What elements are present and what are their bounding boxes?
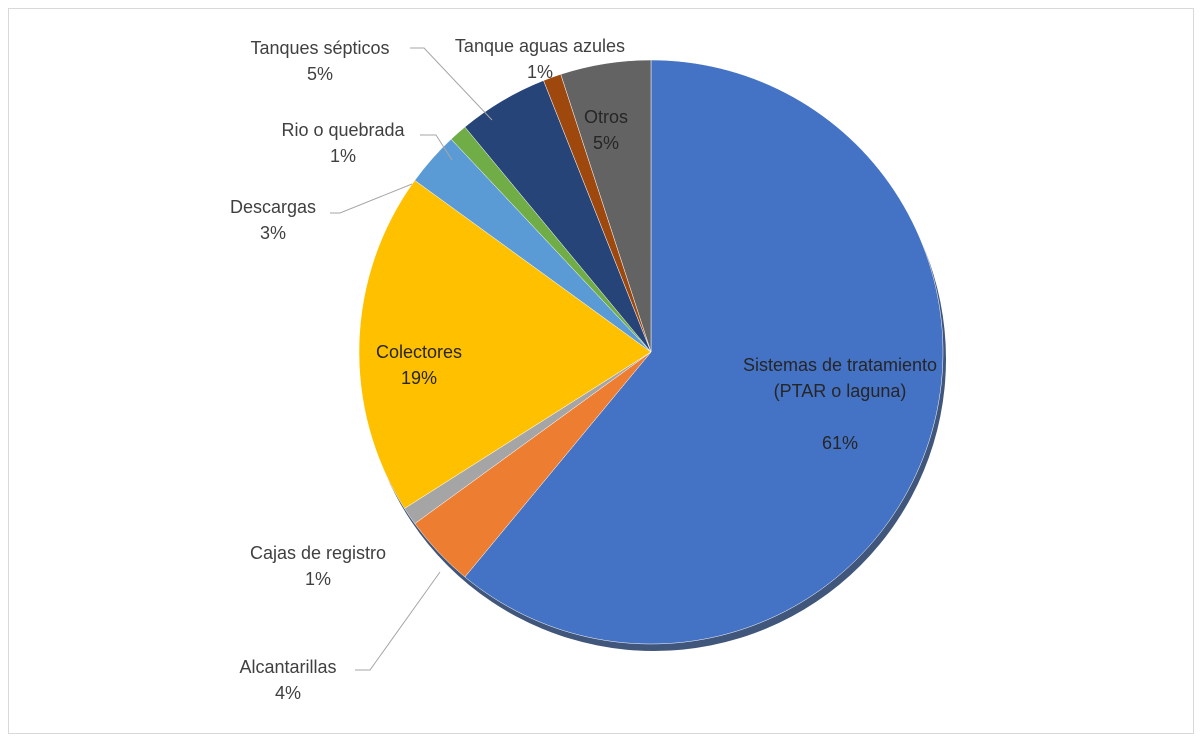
slice-label: Cajas de registro bbox=[249, 543, 387, 563]
leader-line bbox=[330, 183, 413, 214]
slice-value: 61% bbox=[821, 433, 859, 453]
slice-value: 4% bbox=[274, 683, 302, 703]
slice-label: Colectores bbox=[375, 342, 463, 362]
slice-value: 1% bbox=[526, 62, 554, 82]
slice-value: 1% bbox=[304, 569, 332, 589]
slice-label: Tanque aguas azules bbox=[454, 36, 626, 56]
slice-value: 5% bbox=[592, 133, 620, 153]
slice-label: Alcantarillas bbox=[239, 657, 337, 677]
slice-value: 1% bbox=[329, 146, 357, 166]
slice-value: 3% bbox=[259, 223, 287, 243]
leader-line bbox=[355, 571, 441, 671]
pie-slice bbox=[358, 180, 652, 509]
pie-slice bbox=[560, 59, 652, 353]
chart-area bbox=[8, 8, 1194, 734]
slice-label: Sistemas de tratamiento (PTAR o laguna) bbox=[742, 355, 938, 401]
slice-value: 5% bbox=[306, 64, 334, 84]
slice-label: Rio o quebrada bbox=[281, 120, 405, 140]
leader-line bbox=[410, 47, 493, 121]
slice-label: Descargas bbox=[229, 197, 317, 217]
slice-label: Tanques sépticos bbox=[250, 38, 390, 58]
slice-value: 19% bbox=[400, 368, 438, 388]
leader-line bbox=[420, 134, 453, 161]
pie-slice bbox=[464, 59, 944, 645]
slice-label: Otros bbox=[583, 107, 629, 127]
